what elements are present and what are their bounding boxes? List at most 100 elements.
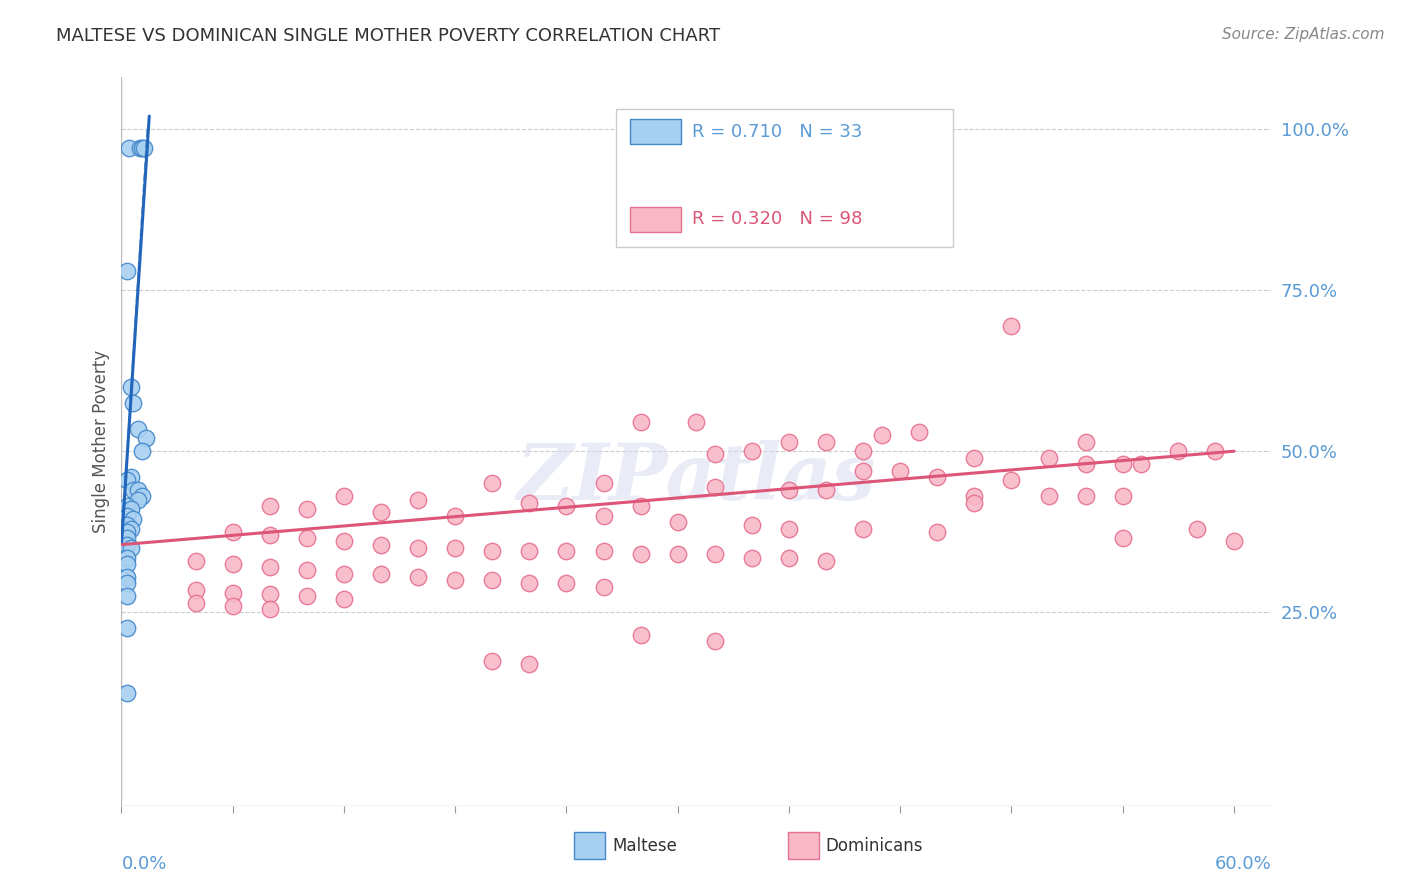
Point — [963, 450, 986, 465]
Point — [259, 587, 281, 601]
Point — [703, 480, 725, 494]
Point — [703, 447, 725, 461]
Point — [815, 483, 838, 497]
Point — [481, 476, 503, 491]
Point — [741, 518, 763, 533]
Point — [115, 550, 138, 565]
Text: 60.0%: 60.0% — [1215, 855, 1271, 872]
Point — [120, 522, 142, 536]
Point — [815, 554, 838, 568]
Point — [115, 531, 138, 545]
Point — [259, 560, 281, 574]
Point — [963, 496, 986, 510]
Point — [1038, 489, 1060, 503]
Point — [259, 499, 281, 513]
Point — [333, 489, 356, 503]
Point — [131, 141, 153, 155]
Point — [685, 415, 707, 429]
Point — [778, 483, 800, 497]
Point — [132, 141, 155, 155]
Point — [120, 502, 142, 516]
Point — [481, 654, 503, 668]
Point — [1074, 434, 1097, 449]
Point — [703, 634, 725, 648]
Point — [121, 512, 143, 526]
Point — [121, 396, 143, 410]
Point — [115, 589, 138, 603]
Point — [127, 483, 149, 497]
Point — [222, 524, 245, 539]
Point — [1074, 457, 1097, 471]
Text: MALTESE VS DOMINICAN SINGLE MOTHER POVERTY CORRELATION CHART: MALTESE VS DOMINICAN SINGLE MOTHER POVER… — [56, 27, 720, 45]
Point — [370, 505, 392, 519]
Point — [927, 524, 949, 539]
Point — [118, 141, 141, 155]
Point — [1000, 318, 1022, 333]
Point — [115, 576, 138, 591]
Point — [120, 541, 142, 555]
Point — [120, 380, 142, 394]
Point — [333, 592, 356, 607]
Point — [1223, 534, 1246, 549]
Point — [135, 431, 157, 445]
Point — [295, 589, 318, 603]
Point — [1204, 444, 1226, 458]
Point — [370, 538, 392, 552]
Point — [1112, 531, 1135, 545]
Point — [519, 657, 541, 671]
Point — [1130, 457, 1153, 471]
Point — [115, 538, 138, 552]
Point — [815, 202, 838, 217]
Y-axis label: Single Mother Poverty: Single Mother Poverty — [93, 350, 110, 533]
Point — [1000, 473, 1022, 487]
Point — [370, 566, 392, 581]
Point — [115, 518, 138, 533]
Point — [115, 499, 138, 513]
Point — [131, 444, 153, 458]
Point — [115, 622, 138, 636]
Point — [222, 586, 245, 600]
Point — [555, 544, 578, 558]
Text: R = 0.320   N = 98: R = 0.320 N = 98 — [692, 211, 863, 228]
Point — [1038, 450, 1060, 465]
Point — [630, 415, 652, 429]
Point — [127, 492, 149, 507]
Point — [333, 566, 356, 581]
Point — [115, 508, 138, 523]
Point — [406, 492, 429, 507]
Point — [295, 531, 318, 545]
Point — [592, 476, 614, 491]
Point — [444, 541, 467, 555]
Point — [259, 528, 281, 542]
Text: R = 0.710   N = 33: R = 0.710 N = 33 — [692, 123, 863, 141]
Text: ZIPatlas: ZIPatlas — [516, 440, 876, 516]
Point — [333, 534, 356, 549]
Point — [592, 544, 614, 558]
Point — [115, 557, 138, 571]
Point — [121, 483, 143, 497]
Point — [1167, 444, 1189, 458]
Point — [295, 563, 318, 577]
Point — [115, 473, 138, 487]
Point — [852, 464, 875, 478]
Point — [703, 547, 725, 561]
Point — [222, 557, 245, 571]
Point — [1185, 522, 1208, 536]
Point — [481, 573, 503, 587]
Point — [184, 596, 207, 610]
Point — [120, 470, 142, 484]
Point — [1112, 457, 1135, 471]
Point — [666, 547, 689, 561]
Point — [963, 489, 986, 503]
Point — [815, 434, 838, 449]
Point — [295, 502, 318, 516]
Point — [927, 470, 949, 484]
Point — [1112, 489, 1135, 503]
Point — [131, 489, 153, 503]
Point — [852, 444, 875, 458]
Point — [519, 544, 541, 558]
Point — [630, 628, 652, 642]
Point — [870, 428, 893, 442]
Point — [889, 464, 911, 478]
Text: Source: ZipAtlas.com: Source: ZipAtlas.com — [1222, 27, 1385, 42]
